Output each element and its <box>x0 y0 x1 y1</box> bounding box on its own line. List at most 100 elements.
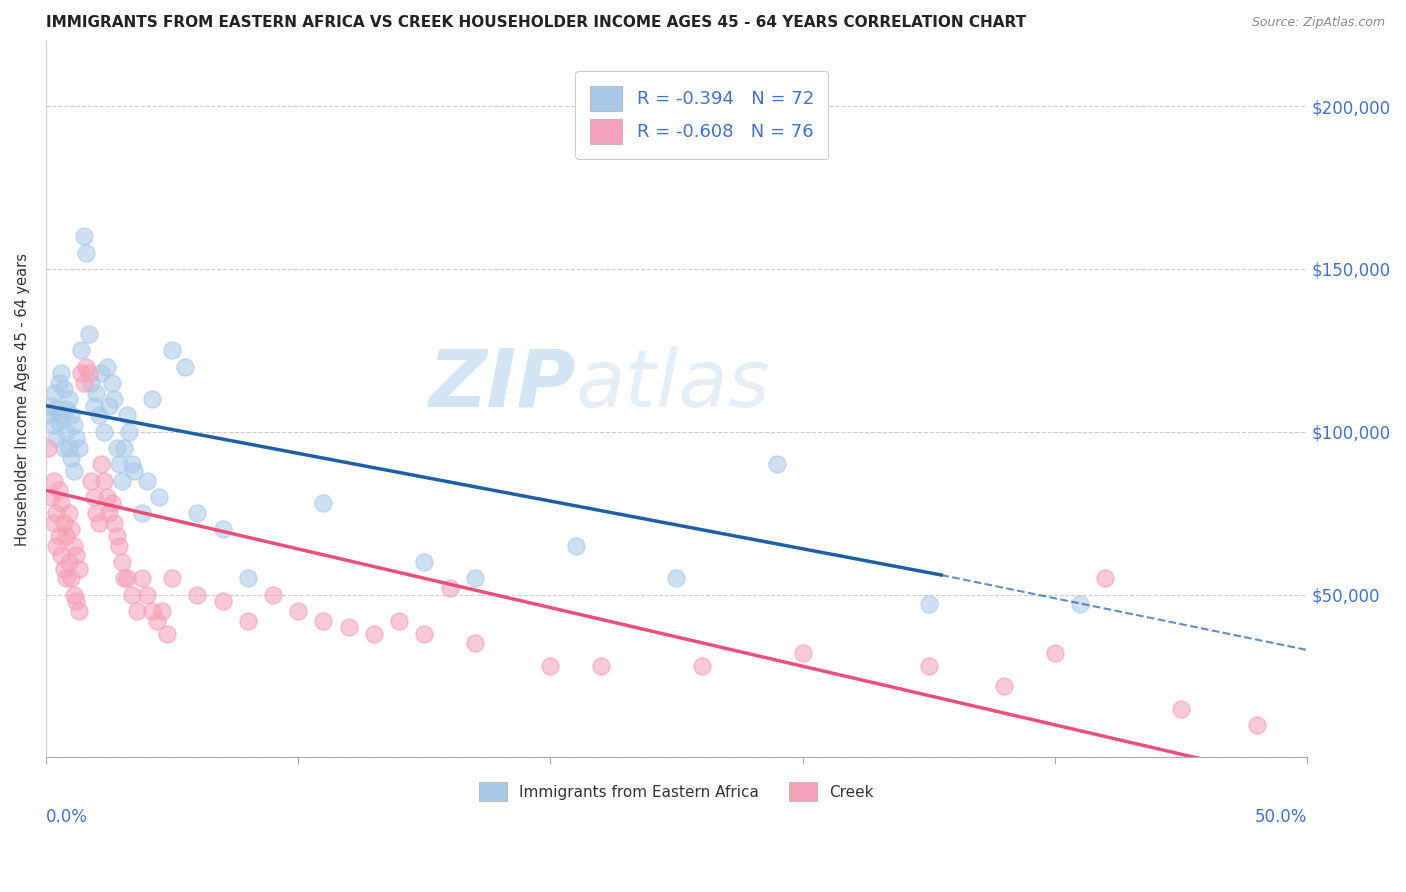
Point <box>160 571 183 585</box>
Text: 0.0%: 0.0% <box>46 807 87 826</box>
Point <box>60 571 83 585</box>
Point <box>80 474 103 488</box>
Point <box>60 450 83 465</box>
Point <box>141 604 163 618</box>
Point <box>42 418 65 433</box>
Point <box>62 539 84 553</box>
Point <box>131 506 153 520</box>
Point <box>363 626 385 640</box>
Point <box>131 571 153 585</box>
Point <box>312 496 335 510</box>
Point <box>108 457 131 471</box>
Point <box>49 549 72 563</box>
Point <box>108 539 131 553</box>
Point <box>90 366 112 380</box>
Point <box>105 529 128 543</box>
Point <box>186 588 208 602</box>
Point <box>80 376 103 390</box>
Point <box>1246 718 1268 732</box>
Point <box>135 474 157 488</box>
Point <box>70 343 93 358</box>
Point <box>49 366 72 380</box>
Point <box>103 392 125 406</box>
Point <box>156 626 179 640</box>
Point <box>111 555 134 569</box>
Point <box>105 441 128 455</box>
Point <box>115 409 138 423</box>
Legend: Immigrants from Eastern Africa, Creek: Immigrants from Eastern Africa, Creek <box>474 776 880 807</box>
Text: Source: ZipAtlas.com: Source: ZipAtlas.com <box>1251 16 1385 29</box>
Point <box>62 418 84 433</box>
Point <box>236 614 259 628</box>
Point <box>87 516 110 530</box>
Point <box>589 659 612 673</box>
Point <box>75 245 97 260</box>
Point <box>146 614 169 628</box>
Point <box>65 431 87 445</box>
Point <box>112 441 135 455</box>
Text: atlas: atlas <box>575 346 770 424</box>
Point <box>67 604 90 618</box>
Point <box>262 588 284 602</box>
Point <box>62 588 84 602</box>
Point <box>73 229 96 244</box>
Point <box>60 409 83 423</box>
Point <box>96 359 118 374</box>
Point <box>538 659 561 673</box>
Point <box>58 441 80 455</box>
Point <box>37 441 59 455</box>
Point <box>86 506 108 520</box>
Point <box>103 516 125 530</box>
Point <box>1094 571 1116 585</box>
Point <box>39 490 62 504</box>
Point <box>211 523 233 537</box>
Point <box>121 457 143 471</box>
Point <box>90 457 112 471</box>
Point <box>60 523 83 537</box>
Point <box>77 326 100 341</box>
Point <box>48 415 70 429</box>
Point <box>122 464 145 478</box>
Point <box>49 409 72 423</box>
Point <box>100 496 122 510</box>
Point <box>45 539 67 553</box>
Point <box>665 571 688 585</box>
Text: IMMIGRANTS FROM EASTERN AFRICA VS CREEK HOUSEHOLDER INCOME AGES 45 - 64 YEARS CO: IMMIGRANTS FROM EASTERN AFRICA VS CREEK … <box>46 15 1026 30</box>
Point <box>100 376 122 390</box>
Point <box>52 516 75 530</box>
Point <box>112 571 135 585</box>
Point <box>48 529 70 543</box>
Point <box>37 409 59 423</box>
Point <box>160 343 183 358</box>
Point <box>1069 597 1091 611</box>
Point <box>337 620 360 634</box>
Point <box>388 614 411 628</box>
Point <box>1043 646 1066 660</box>
Point <box>141 392 163 406</box>
Point <box>792 646 814 660</box>
Point <box>93 474 115 488</box>
Point <box>287 604 309 618</box>
Point <box>62 464 84 478</box>
Point <box>564 539 586 553</box>
Point <box>67 561 90 575</box>
Point <box>121 588 143 602</box>
Point <box>1170 701 1192 715</box>
Point <box>55 401 77 416</box>
Point <box>70 366 93 380</box>
Point <box>93 425 115 439</box>
Point <box>96 490 118 504</box>
Point <box>993 679 1015 693</box>
Point <box>413 626 436 640</box>
Point <box>55 425 77 439</box>
Y-axis label: Householder Income Ages 45 - 64 years: Householder Income Ages 45 - 64 years <box>15 252 30 546</box>
Point <box>55 571 77 585</box>
Text: 50.0%: 50.0% <box>1254 807 1308 826</box>
Point <box>135 588 157 602</box>
Point <box>52 561 75 575</box>
Point <box>42 385 65 400</box>
Point <box>49 496 72 510</box>
Point <box>98 506 121 520</box>
Point <box>125 604 148 618</box>
Point <box>439 581 461 595</box>
